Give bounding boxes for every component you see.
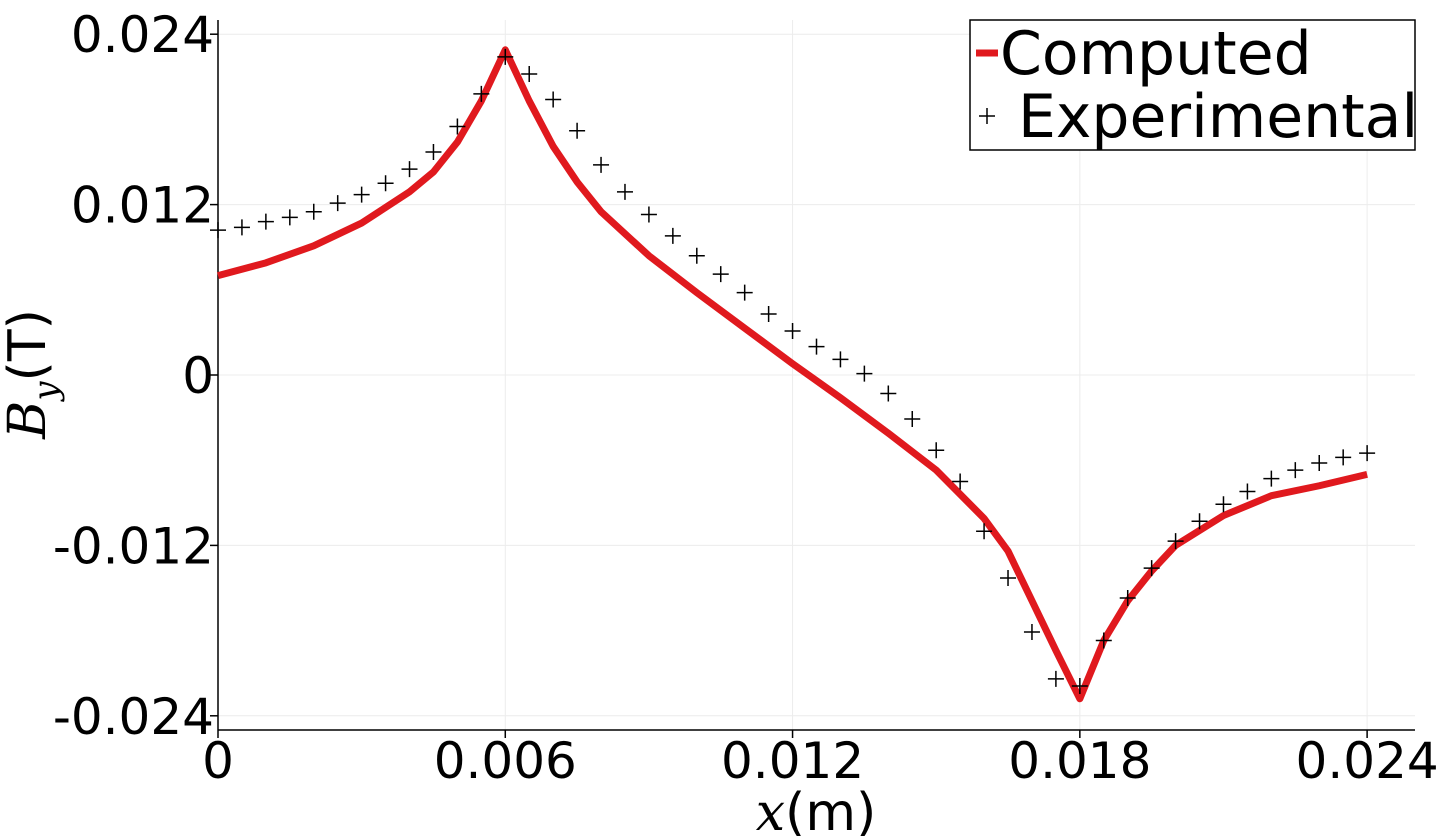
point — [1335, 449, 1352, 466]
x-tick-label: 0.006 — [434, 732, 577, 790]
point — [1143, 560, 1160, 577]
y-tick-label: 0.024 — [71, 6, 214, 64]
point — [1119, 589, 1136, 606]
y-tick-label: 0.012 — [71, 177, 214, 235]
point — [904, 411, 921, 428]
x-axis-symbol: x — [756, 783, 785, 836]
point — [281, 209, 298, 226]
legend-swatch — [979, 108, 995, 124]
point — [257, 213, 274, 230]
point — [569, 122, 586, 139]
point — [401, 161, 418, 178]
point — [233, 219, 250, 236]
x-tick-label: 0.012 — [721, 732, 864, 790]
point — [712, 266, 729, 283]
point — [976, 523, 993, 540]
x-tick-label: 0.024 — [1296, 732, 1436, 790]
x-axis-label: x(m) — [756, 783, 877, 836]
legend-label: Computed — [1000, 19, 1312, 89]
point — [497, 48, 514, 65]
point — [210, 222, 226, 239]
point — [1000, 570, 1017, 587]
point — [1239, 483, 1256, 500]
point — [473, 85, 490, 102]
point — [880, 385, 897, 402]
point — [1263, 470, 1280, 487]
x-tick-label: 0.018 — [1008, 732, 1151, 790]
y-axis-symbol: B — [0, 401, 58, 440]
point — [449, 118, 466, 135]
point — [545, 91, 562, 108]
point — [640, 206, 657, 223]
computed-line — [217, 46, 1368, 703]
point — [1311, 455, 1328, 472]
point — [928, 442, 945, 459]
y-tick-label: -0.012 — [53, 517, 214, 575]
point — [784, 322, 801, 339]
point — [377, 175, 394, 192]
point — [736, 284, 753, 301]
point — [1215, 496, 1232, 513]
point — [664, 227, 681, 244]
point — [305, 203, 322, 220]
point — [593, 156, 610, 173]
x-axis-unit: (m) — [785, 783, 876, 836]
point — [1047, 670, 1064, 687]
point — [760, 305, 777, 322]
point — [1167, 533, 1184, 550]
y-axis-label: By(T) — [0, 309, 66, 440]
legend-label: Experimental — [1018, 82, 1418, 152]
point — [521, 65, 538, 82]
x-tick-label: 0 — [202, 732, 234, 790]
y-axis-subscript: y — [26, 381, 66, 403]
point — [856, 365, 873, 382]
point — [353, 186, 370, 203]
point — [832, 351, 849, 368]
point — [688, 247, 705, 264]
point — [1287, 462, 1304, 479]
point — [616, 183, 633, 200]
y-tick-label: 0 — [182, 347, 214, 405]
point — [1359, 445, 1376, 462]
point — [425, 144, 442, 161]
point — [1095, 632, 1112, 649]
point — [329, 195, 346, 212]
y-axis-unit: (T) — [0, 309, 58, 381]
legend-box — [969, 19, 1416, 151]
point — [1023, 624, 1040, 641]
point — [808, 338, 825, 355]
y-tick-label: -0.024 — [53, 688, 214, 746]
point — [952, 473, 969, 490]
point — [1191, 513, 1208, 530]
point — [1071, 677, 1088, 694]
